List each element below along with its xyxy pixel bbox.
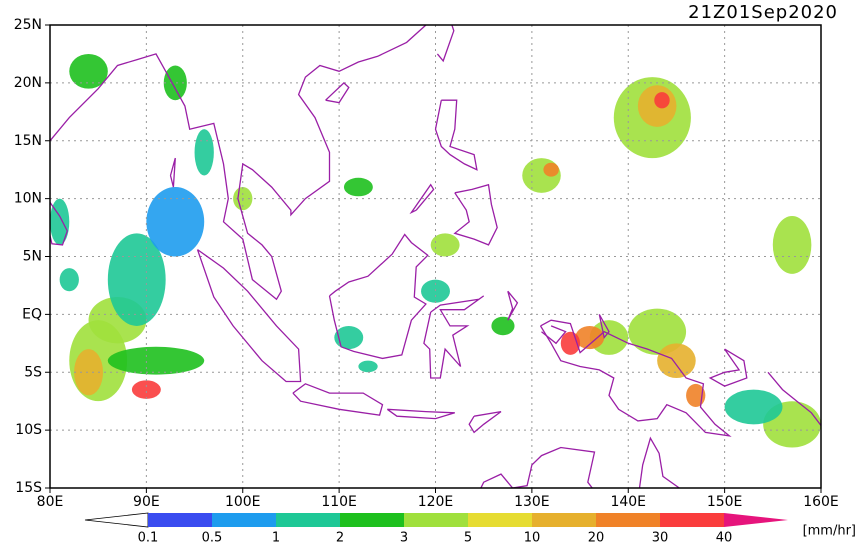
rain-area xyxy=(163,65,187,101)
rain-area xyxy=(74,349,104,396)
coastline xyxy=(325,82,350,104)
colorbar-label: 2 xyxy=(336,531,344,544)
coastline xyxy=(541,325,567,345)
lat-label: 25N xyxy=(14,17,42,33)
coastline xyxy=(50,25,427,301)
coastline xyxy=(409,183,435,215)
lat-label: 5S xyxy=(24,364,42,380)
colorbar-low-triangle xyxy=(84,512,149,528)
lat-label: 10S xyxy=(15,422,42,438)
coastline xyxy=(169,157,176,188)
colorbar-segment xyxy=(660,513,724,527)
rain-area xyxy=(686,383,706,407)
lat-label: 5N xyxy=(23,249,42,265)
map-area xyxy=(50,25,821,488)
rain-area xyxy=(334,325,364,350)
coastline xyxy=(434,99,478,171)
colorbar-segment xyxy=(340,513,404,527)
colorbar-segment xyxy=(276,513,340,527)
coastline xyxy=(767,371,821,427)
coastline xyxy=(480,436,680,488)
colorbar-segment xyxy=(404,513,468,527)
colorbar-label: 10 xyxy=(524,531,541,544)
rain-area xyxy=(146,187,205,257)
rain-area xyxy=(131,380,161,399)
rain-area xyxy=(69,53,108,89)
coastline xyxy=(386,408,455,420)
colorbar-segment xyxy=(596,513,660,527)
colorbar-label: 1 xyxy=(272,531,280,544)
rain-area xyxy=(589,320,629,355)
colorbar-segment xyxy=(212,513,276,527)
lat-label: 15S xyxy=(15,480,42,496)
rain-area xyxy=(657,343,696,379)
colorbar-high-triangle xyxy=(724,513,788,527)
lon-label: 160E xyxy=(803,494,839,510)
coastline xyxy=(423,295,485,379)
coastline xyxy=(598,314,610,339)
colorbar-segment xyxy=(148,513,212,527)
colorbar-label: 20 xyxy=(588,531,605,544)
rain-area xyxy=(59,268,79,292)
rain-area xyxy=(194,129,214,176)
rain-area xyxy=(430,233,460,257)
rain-area xyxy=(543,162,559,177)
rain-area xyxy=(421,279,450,303)
map-title: 21Z01Sep2020 xyxy=(688,2,838,23)
colorbar-segment xyxy=(532,513,596,527)
rain-area xyxy=(628,308,687,355)
coastline xyxy=(196,249,302,383)
coastline xyxy=(328,233,429,360)
coastline xyxy=(468,410,502,434)
rain-area xyxy=(343,177,373,197)
colorbar-unit: [mm/hr] xyxy=(803,524,856,539)
lat-label: 20N xyxy=(14,75,42,91)
lon-label: 110E xyxy=(321,494,357,510)
rain-area xyxy=(358,360,378,373)
colorbar-label: 0.1 xyxy=(138,531,159,544)
coastline xyxy=(708,348,748,387)
lon-label: 100E xyxy=(225,494,261,510)
rain-area xyxy=(575,325,605,350)
lon-label: 80E xyxy=(37,494,64,510)
colorbar-label: 0.5 xyxy=(202,531,223,544)
lat-label: EQ xyxy=(22,306,42,322)
colorbar-label: 30 xyxy=(652,531,669,544)
coastline xyxy=(507,290,519,321)
colorbar-label: 3 xyxy=(400,531,408,544)
colorbar-label: 40 xyxy=(716,531,733,544)
rain-area xyxy=(654,92,670,109)
rain-area xyxy=(772,215,812,274)
rain-area xyxy=(107,346,205,375)
colorbar-label: 5 xyxy=(464,531,472,544)
lon-label: 90E xyxy=(133,494,160,510)
lon-label: 120E xyxy=(418,494,454,510)
coastline xyxy=(436,25,455,63)
coastline xyxy=(453,183,498,246)
colorbar-segment xyxy=(468,513,532,527)
coastline xyxy=(292,383,384,416)
lat-label: 15N xyxy=(14,133,42,149)
lat-label: 10N xyxy=(14,191,42,207)
rain-area xyxy=(491,316,515,336)
rain-area xyxy=(724,389,783,425)
lon-label: 150E xyxy=(707,494,743,510)
lon-label: 130E xyxy=(514,494,550,510)
lon-label: 140E xyxy=(610,494,646,510)
coastline xyxy=(50,201,69,246)
